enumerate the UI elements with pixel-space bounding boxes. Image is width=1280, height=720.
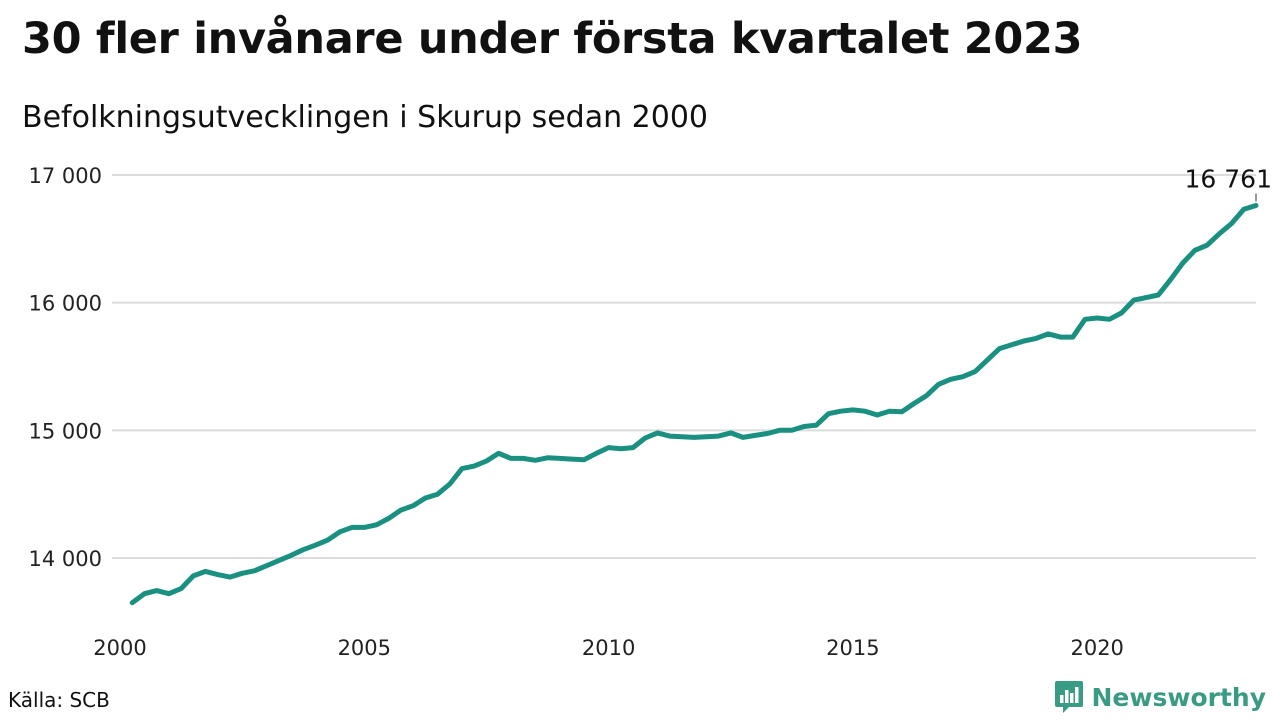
chart-title: 30 fler invånare under första kvartalet … [22,14,1083,64]
x-tick-label: 2005 [338,636,391,660]
y-tick-label: 17 000 [29,164,102,188]
chart-subtitle: Befolkningsutvecklingen i Skurup sedan 2… [22,100,709,135]
x-tick-label: 2010 [582,636,635,660]
brand-logo: Newsworthy [1054,680,1267,714]
x-tick-label: 2015 [826,636,879,660]
series-line [129,203,1259,606]
brand-name: Newsworthy [1091,682,1267,712]
y-tick-label: 16 000 [29,292,102,316]
y-tick-label: 14 000 [29,547,102,571]
source-note: Källa: SCB [8,688,110,712]
x-tick-label: 2020 [1070,636,1123,660]
x-tick-label: 2000 [93,636,146,660]
last-value-label: 16 761 [1185,165,1272,194]
bar-chart-icon [1054,681,1083,713]
y-tick-label: 15 000 [29,419,102,443]
